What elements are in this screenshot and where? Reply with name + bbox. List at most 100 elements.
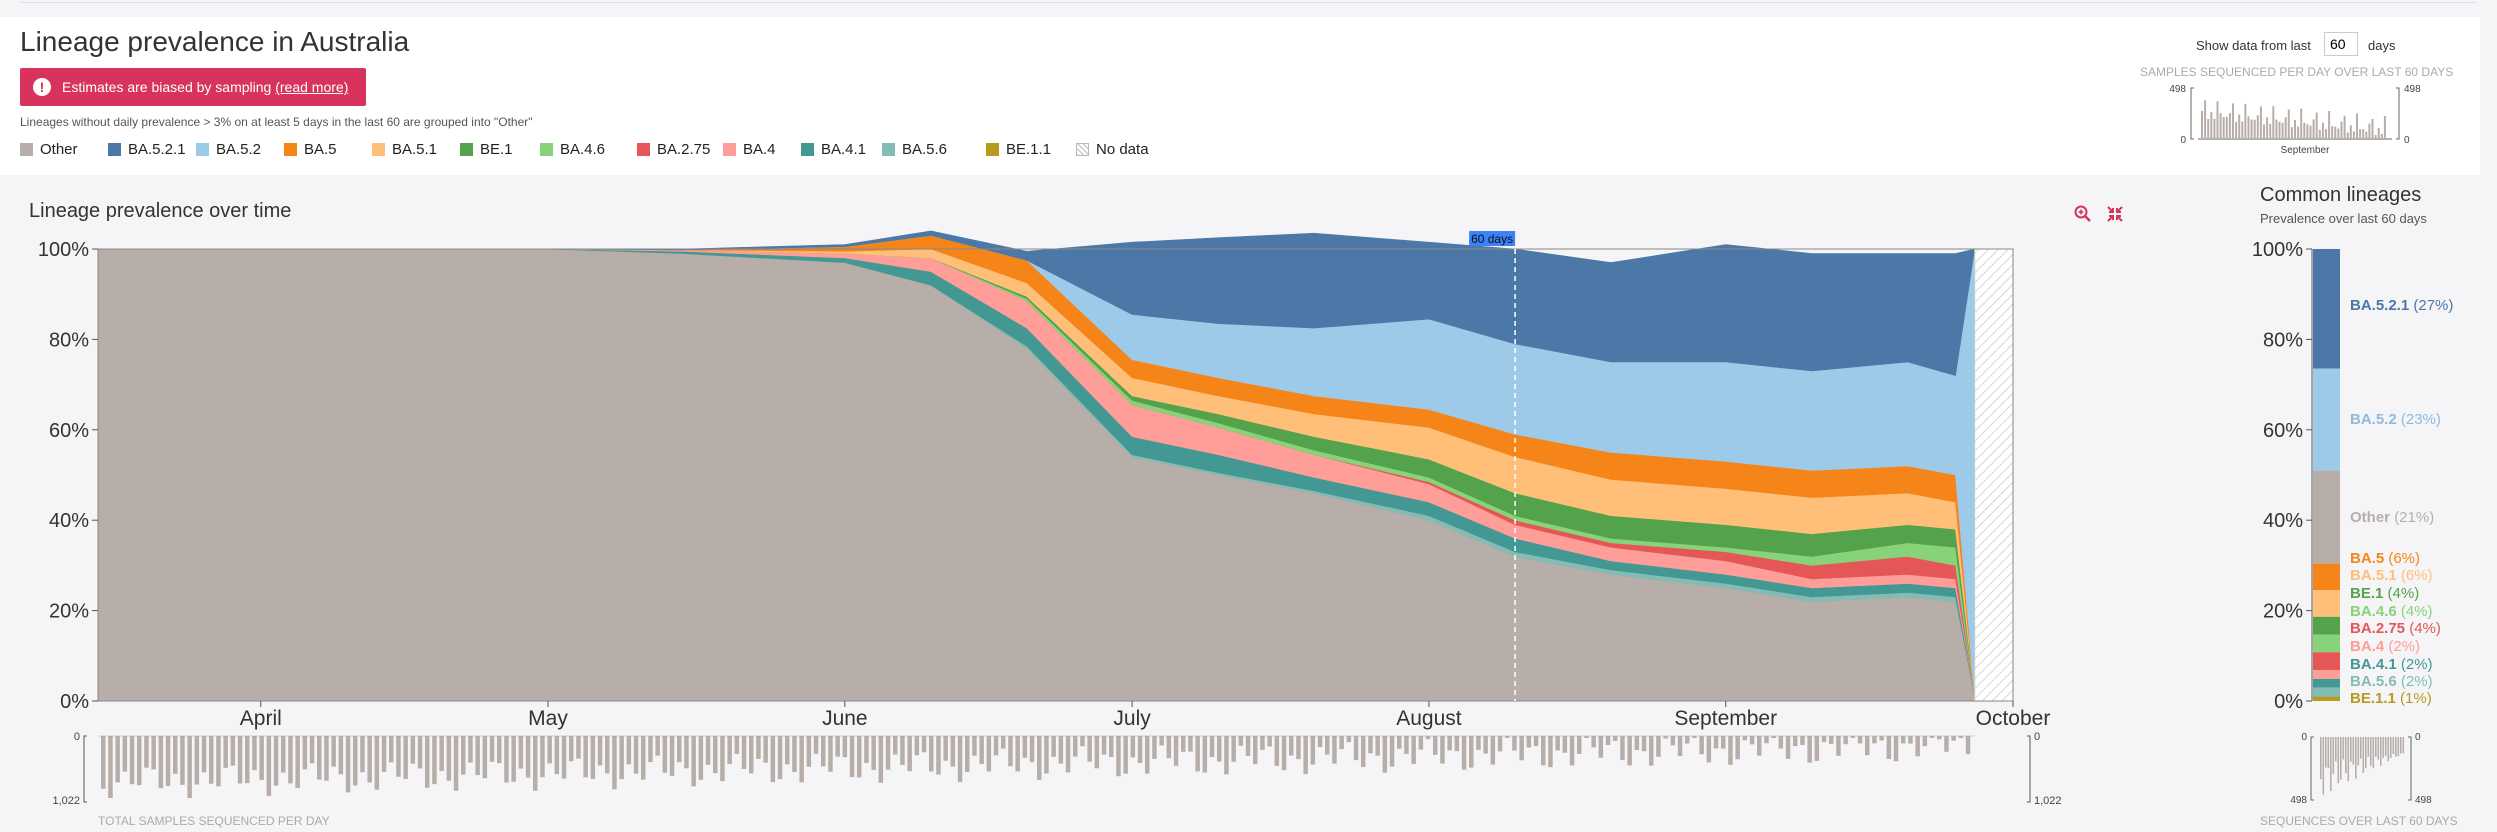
y-tick-label: 100% [38, 239, 89, 261]
samples-bar [943, 736, 948, 761]
common-y-tick-label: 0% [2274, 691, 2303, 713]
collapse-icon[interactable] [2106, 205, 2124, 223]
samples-bar [1015, 736, 1020, 772]
legend-swatch [801, 143, 814, 156]
samples-label: TOTAL SAMPLES SEQUENCED PER DAY [98, 814, 330, 828]
common-bar-ba-5[interactable] [2313, 563, 2340, 591]
common-spark-bar [2337, 737, 2340, 784]
samples-bar [713, 736, 718, 774]
common-bar-ba-5-2[interactable] [2313, 368, 2340, 471]
samples-bar [554, 736, 560, 775]
samples-bar [993, 736, 999, 756]
common-bar-ba-5-2-1[interactable] [2313, 249, 2340, 369]
samples-bar [1757, 736, 1762, 756]
samples-bar [223, 736, 228, 768]
common-spark-bar [2320, 737, 2322, 780]
samples-bar [849, 736, 855, 778]
common-bar-ba-5-1[interactable] [2313, 590, 2340, 617]
samples-bar [360, 736, 365, 773]
legend-swatch [284, 143, 297, 156]
common-bar-ba-4-1[interactable] [2313, 678, 2340, 688]
samples-bar [245, 736, 250, 784]
samples-bar [569, 736, 574, 762]
samples-bar [619, 736, 624, 780]
samples-bar [950, 736, 956, 767]
common-spark-bar [2392, 737, 2395, 755]
samples-bar [1303, 736, 1308, 775]
samples-bar [1433, 736, 1438, 755]
common-spark-bar [2342, 737, 2345, 760]
samples-bar [626, 736, 632, 765]
samples-bar [1375, 736, 1380, 756]
common-bar-ba-2-75[interactable] [2313, 652, 2340, 670]
samples-bar [259, 736, 264, 780]
samples-bar [1929, 736, 1935, 738]
samples-bar [792, 736, 797, 773]
samples-bar [885, 736, 891, 770]
samples-bar [1836, 736, 1841, 756]
samples-bar [273, 736, 279, 786]
legend-swatch [108, 143, 121, 156]
samples-bar [777, 736, 783, 780]
common-bar-be-1[interactable] [2313, 616, 2340, 635]
legend-swatch [196, 143, 209, 156]
window-label: 60 days [1471, 232, 1513, 246]
common-spark-bar [2385, 737, 2387, 756]
samples-bar [137, 736, 142, 786]
samples-bar [173, 736, 178, 774]
common-bar-other[interactable] [2313, 470, 2340, 564]
samples-bar [1965, 736, 1971, 755]
samples-bar [734, 736, 740, 755]
samples-bar [1713, 736, 1719, 749]
samples-bar [1368, 736, 1373, 754]
samples-bar [504, 736, 509, 783]
samples-bar [705, 736, 711, 765]
days-input[interactable] [2324, 32, 2358, 56]
samples-bar [1058, 736, 1064, 764]
samples-bar [893, 736, 898, 755]
samples-bar [864, 736, 869, 764]
zoom-in-icon[interactable] [2074, 205, 2092, 223]
legend-label: BA.4 [743, 141, 776, 158]
samples-bar [1829, 736, 1834, 744]
samples-bar [295, 736, 300, 789]
samples-bar [936, 736, 941, 775]
common-spark-axis-right [2408, 736, 2412, 801]
samples-bar [698, 736, 704, 780]
samples-bar [417, 736, 423, 769]
samples-bar [1461, 736, 1467, 770]
samples-bar [302, 736, 308, 770]
samples-bar [1173, 736, 1179, 766]
common-spark-bar [2330, 737, 2332, 792]
samples-bar [857, 736, 862, 778]
samples-bar [1166, 736, 1172, 759]
samples-bar [1051, 736, 1056, 757]
samples-bar [1728, 736, 1733, 765]
common-bar-ba-5-6[interactable] [2313, 687, 2340, 697]
samples-bar [1490, 736, 1496, 765]
samples-bar [684, 736, 689, 769]
samples-bar [1332, 736, 1337, 764]
common-y-tick-label: 60% [2263, 420, 2303, 442]
samples-bar [979, 736, 984, 765]
samples-bar [1404, 736, 1409, 754]
common-spark-bar [2400, 737, 2402, 754]
read-more-link[interactable]: (read more) [275, 79, 349, 95]
samples-bar [1469, 736, 1474, 768]
common-bar-be-1-1[interactable] [2313, 696, 2340, 701]
samples-bar [194, 736, 200, 785]
samples-bar [965, 736, 970, 773]
common-spark-max-left: 498 [2290, 795, 2307, 806]
samples-bar [1749, 736, 1755, 745]
samples-bar [216, 736, 221, 787]
common-bottom-label: SEQUENCES OVER LAST 60 DAYS [2260, 814, 2458, 828]
samples-bar [1253, 736, 1258, 765]
samples-bar [1353, 736, 1359, 761]
samples-bar [1915, 736, 1920, 757]
common-bar-ba-4-6[interactable] [2313, 634, 2340, 653]
common-spark-min-right: 0 [2415, 732, 2421, 743]
samples-bar [497, 736, 502, 764]
samples-bar [1548, 736, 1553, 768]
common-spark-bar [2362, 737, 2365, 773]
common-bar-ba-4[interactable] [2313, 669, 2340, 679]
